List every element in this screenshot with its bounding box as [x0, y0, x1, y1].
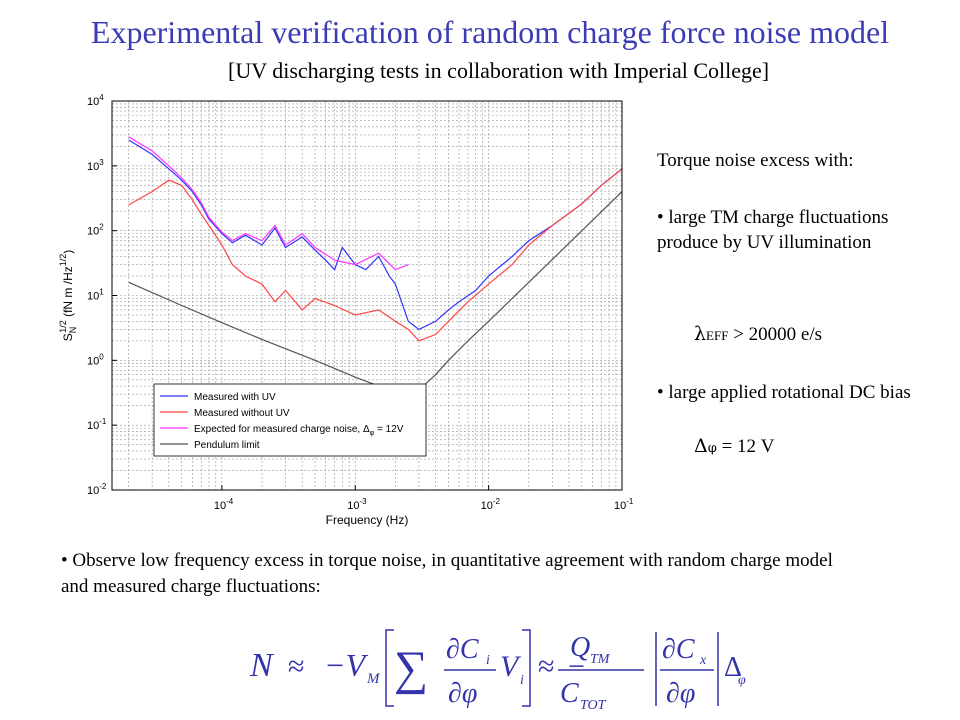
y-tick-label: 103: [87, 158, 104, 173]
x-tick-label: 10-4: [214, 497, 234, 512]
x-tick-exponent: -1: [626, 497, 634, 506]
delta-symbol: Δ: [694, 435, 708, 457]
formula-V: V: [500, 650, 522, 683]
formula-approx-2: ≈: [538, 650, 554, 683]
legend-label-2: Expected for measured charge noise, Δφ =…: [194, 424, 404, 437]
formula-Delta: Δ: [724, 652, 742, 683]
bullet-bias-text: large applied rotational DC bias: [668, 382, 911, 403]
formula-sub-TOT: TOT: [580, 698, 607, 713]
y-tick-label: 100: [87, 352, 104, 367]
lambda-eff-line: λEFF > 20000 e/s: [694, 322, 960, 348]
y-tick-exponent: -2: [99, 482, 107, 491]
formula-sub-i: i: [486, 653, 490, 668]
y-tick-exponent: -1: [99, 417, 107, 426]
formula-C: C: [560, 678, 579, 709]
formula-Q: Q: [570, 632, 590, 663]
formula-minus: −: [568, 650, 585, 683]
series-line-0: [128, 139, 622, 331]
y-tick-label: 102: [87, 223, 104, 238]
delta-subscript: φ: [707, 441, 717, 456]
torque-noise-formula: N ≈ −V M ∑ ∂C i ∂φ V i ≈ − Q TM C TOT ∂C…: [249, 629, 746, 713]
formula-sub-i-2: i: [520, 673, 524, 688]
legend-label-1: Measured without UV: [194, 408, 290, 419]
formula-dC: ∂C: [446, 634, 479, 665]
y-tick-exponent: 1: [99, 288, 104, 297]
y-tick-label: 10-1: [87, 417, 107, 432]
y-tick-exponent: 2: [99, 223, 104, 232]
y-tick-exponent: 3: [99, 158, 104, 167]
noise-spectrum-chart: 10-4 10-3 10-2 10-110-210-1100101102103104F…: [58, 93, 634, 527]
x-tick-label: 10-1: [614, 497, 634, 512]
formula-left-bracket: [385, 629, 394, 707]
lambda-subscript: EFF: [706, 328, 729, 343]
x-axis-label: Frequency (Hz): [326, 513, 409, 527]
formula-sum: ∑: [394, 642, 428, 695]
legend-delta: Δ: [363, 424, 370, 435]
x-tick-exponent: -2: [493, 497, 501, 506]
side-heading: Torque noise excess with:: [657, 150, 854, 171]
bottom-observation: • Observe low frequency excess in torque…: [61, 548, 861, 600]
formula-dphi-1: ∂φ: [448, 678, 477, 709]
formula-sub-TM: TM: [590, 652, 611, 667]
y-axis-label-part: ): [61, 250, 75, 254]
bullet-dot: •: [657, 207, 669, 228]
bottom-text: Observe low frequency excess in torque n…: [61, 550, 833, 597]
formula-sub-phi: φ: [738, 673, 746, 688]
bullet-dot: •: [657, 382, 669, 403]
formula-dphi-2: ∂φ: [666, 678, 695, 709]
y-tick-label: 101: [87, 288, 104, 303]
formula-right-bracket: [522, 629, 531, 707]
bullet-uv-text: large TM charge fluctuations produce by …: [657, 207, 889, 253]
legend-label-0: Measured with UV: [194, 392, 276, 403]
x-tick-label: 10-3: [347, 497, 367, 512]
legend-phi: φ: [370, 430, 375, 437]
y-axis-label-part: 1/2: [58, 320, 68, 333]
x-tick-label: 10-2: [481, 497, 501, 512]
page-title: Experimental verification of random char…: [90, 14, 890, 50]
delta-phi-line: Δφ = 12 V: [694, 434, 960, 461]
y-axis-label: SN1/2 (fN m /Hz1/2): [58, 250, 78, 342]
page-subtitle: [UV discharging tests in collaboration w…: [228, 58, 770, 83]
legend-box: [153, 383, 427, 457]
y-tick-label: 10-2: [87, 482, 107, 497]
side-bullet-uv: • large TM charge fluctuations produce b…: [657, 205, 947, 255]
delta-value: = 12 V: [716, 436, 775, 457]
lambda-symbol: λ: [694, 323, 707, 345]
lambda-value: > 20000 e/s: [728, 324, 823, 345]
y-axis-label-part: S: [61, 333, 75, 341]
x-tick-exponent: -3: [360, 497, 368, 506]
y-tick-exponent: 4: [99, 93, 104, 102]
series-line-2: [128, 136, 409, 271]
side-bullet-bias: • large applied rotational DC bias: [657, 380, 947, 405]
y-tick-label: 104: [87, 93, 104, 108]
legend-label-3: Pendulum limit: [194, 440, 260, 451]
bullet-dot: •: [61, 550, 73, 571]
formula-sub-x: x: [699, 653, 707, 668]
y-tick-exponent: 0: [99, 352, 104, 361]
formula-approx-1: ≈: [288, 650, 304, 683]
formula-N: N: [249, 647, 275, 684]
formula-sub-M: M: [366, 671, 381, 687]
formula-minus-V: −V: [324, 647, 369, 683]
series-line-1: [128, 168, 622, 342]
legend-tail: = 12V: [374, 424, 404, 435]
y-axis-label-part: N: [68, 327, 78, 334]
formula-dC-x: ∂C: [662, 634, 695, 665]
x-tick-exponent: -4: [226, 497, 234, 506]
y-axis-label-part: (fN m /Hz: [61, 266, 75, 320]
y-axis-label-part: 1/2: [58, 254, 68, 267]
